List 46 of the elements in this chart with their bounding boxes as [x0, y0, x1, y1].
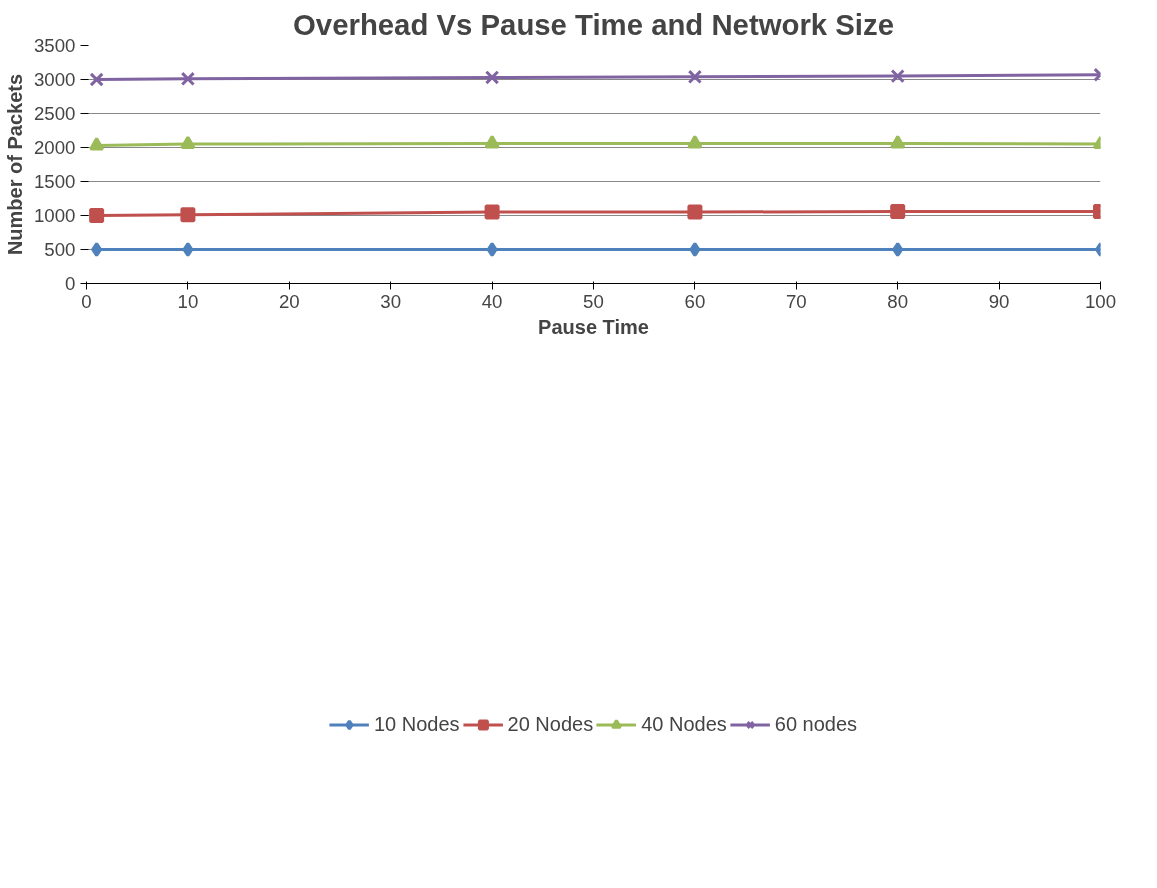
y-tick-label: 3000 [34, 69, 76, 90]
x-tick-label: 100 [1084, 290, 1117, 312]
point [180, 71, 196, 86]
point [180, 207, 196, 223]
x-tick-label: 80 [887, 290, 909, 312]
y-tick-label: 1500 [34, 171, 76, 192]
point [890, 134, 906, 149]
legend-label: 60 nodes [774, 712, 858, 736]
point [890, 203, 906, 219]
x-tick-label: 20 [278, 290, 300, 312]
legend-label: 10 Nodes [373, 712, 460, 736]
point [89, 208, 105, 223]
x-axis-title: Pause Time [538, 315, 649, 338]
point [484, 204, 500, 220]
y-tick-label: 3500 [34, 35, 76, 56]
x-tick-label: 30 [380, 290, 402, 312]
point [890, 68, 905, 84]
x-tick-label: 10 [177, 290, 199, 312]
point [687, 69, 703, 84]
point [180, 135, 196, 150]
x-tick-label: 40 [481, 290, 503, 312]
point [486, 242, 498, 257]
point [182, 242, 194, 257]
point [687, 204, 703, 220]
point [89, 137, 105, 151]
point [484, 134, 500, 149]
x-tick-label: 0 [81, 290, 92, 312]
point [687, 134, 703, 149]
point [91, 242, 103, 257]
y-axis-title: Number of Packets [4, 73, 26, 256]
x-tick-label: 70 [785, 290, 807, 312]
legend-label: 40 Nodes [641, 712, 727, 736]
chart-title: Overhead Vs Pause Time and Network Size [293, 7, 894, 41]
x-tick-label: 90 [988, 290, 1010, 312]
point [484, 70, 500, 85]
y-tick-label: 2500 [34, 103, 76, 124]
x-tick-label: 50 [583, 290, 604, 312]
point [689, 242, 701, 257]
y-tick-label: 500 [44, 239, 76, 260]
x-tick-label: 60 [684, 290, 706, 312]
point [89, 72, 104, 87]
point [892, 242, 904, 257]
y-tick-label: 0 [65, 273, 76, 294]
y-tick-label: 2000 [34, 137, 76, 158]
legend-label: 20 Nodes [507, 712, 594, 736]
y-tick-label: 1000 [34, 205, 76, 226]
